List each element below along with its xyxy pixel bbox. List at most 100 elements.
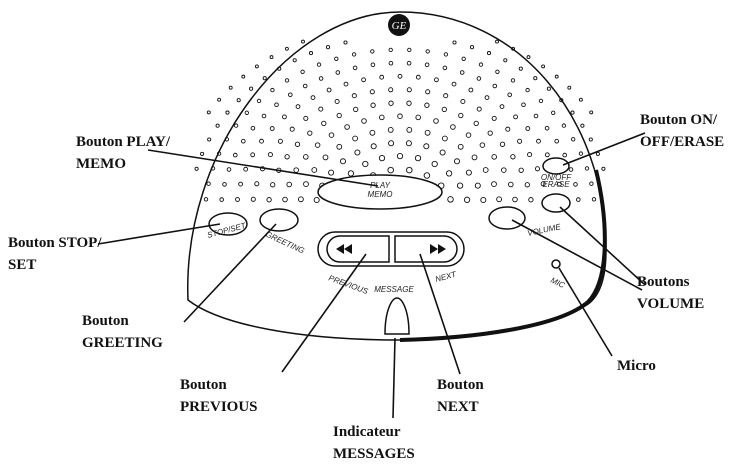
callout: Boutons VOLUME [637,274,704,312]
grille-hole [303,181,309,187]
grille-hole [249,86,254,91]
grille-hole [310,95,316,101]
grille-hole [261,113,267,119]
grille-hole [387,127,394,133]
grille-hole [544,152,550,158]
grille-hole [325,45,331,50]
grille-hole [269,55,274,60]
grille-hole [250,196,256,202]
grille-hole [443,52,449,57]
previous-icon [336,244,352,254]
grille-hole [344,124,350,130]
grille-hole [476,76,482,81]
grille-hole [397,113,403,119]
greeting-button [259,208,299,232]
grille-hole [259,138,264,144]
grille-hole [533,113,539,119]
next-button [394,235,458,263]
grille-hole [510,78,516,83]
grille-hole [314,142,321,148]
grille-hole [316,62,322,67]
mic-hole [551,259,561,269]
grille-hole [235,197,240,202]
grille-hole [343,40,348,45]
play-label: PLAY MEMO [368,181,393,199]
grille-hole [576,197,581,202]
speaker-grille [194,39,606,204]
grille-hole [474,182,481,189]
grille-hole [533,76,538,81]
grille-hole [362,160,369,168]
on-off-erase-label: ON/OFF ERASE [541,173,572,189]
callout: Bouton STOP/SET [8,235,102,273]
grille-hole [476,106,482,112]
previous-button [326,235,390,263]
grille-hole [465,169,472,176]
grille-hole [217,97,222,102]
grille-hole [200,151,205,156]
grille-hole [525,126,531,131]
grille-hole [397,73,403,79]
leader-line [147,149,379,187]
grille-hole [326,87,332,93]
grille-hole [298,196,304,203]
grille-hole [334,56,339,61]
grille-hole [414,154,422,162]
grille-hole [269,126,275,131]
grille-hole [527,152,533,158]
callout: Bouton PREVIOUS [180,377,258,415]
grille-hole [256,98,262,104]
grille-hole [388,87,394,93]
grille-hole [443,93,449,99]
grille-hole [407,47,412,53]
grille-hole [518,66,523,71]
grille-hole [406,87,412,93]
grille-hole [503,58,508,63]
grille-hole [528,197,534,203]
grille-hole [241,74,246,79]
mic-label: MIC [549,276,566,290]
grille-hole [361,77,367,83]
next-icon [430,244,446,254]
grille-hole [303,115,309,121]
grille-hole [580,123,585,128]
grille-hole [347,170,355,177]
grille-hole [431,160,438,168]
grille-hole [525,87,530,93]
grille-hole [478,62,484,67]
grille-hole [423,143,430,150]
greeting-label: GREETING [264,230,306,256]
grille-hole [308,51,314,56]
grille-hole [311,167,318,173]
grille-hole [254,181,260,187]
message-label: MESSAGE [374,285,414,294]
grille-hole [554,138,559,144]
grille-hole [601,166,606,171]
grille-hole [334,98,340,105]
grille-hole [292,58,297,63]
grille-hole [233,152,238,158]
grille-hole [482,167,489,173]
grille-hole [277,138,283,144]
callout: Bouton ON/OFF/ERASE [640,112,724,150]
grille-hole [425,89,431,95]
grille-hole [274,102,279,108]
grille-hole [387,166,394,174]
grille-hole [336,112,342,119]
grille-hole [396,152,404,160]
grille-hole [588,137,593,142]
grille-hole [293,167,299,173]
grille-hole [570,110,575,115]
grille-hole [491,115,497,121]
leader-line [97,223,221,245]
grille-hole [336,143,343,150]
grille-hole [250,152,256,158]
grille-hole [451,81,457,87]
grille-hole [499,141,506,147]
grille-hole [571,137,576,142]
grille-hole [546,86,551,91]
stop-set-button [208,212,248,236]
grille-hole [471,154,478,161]
grille-hole [243,166,249,172]
grille-hole [267,152,273,158]
